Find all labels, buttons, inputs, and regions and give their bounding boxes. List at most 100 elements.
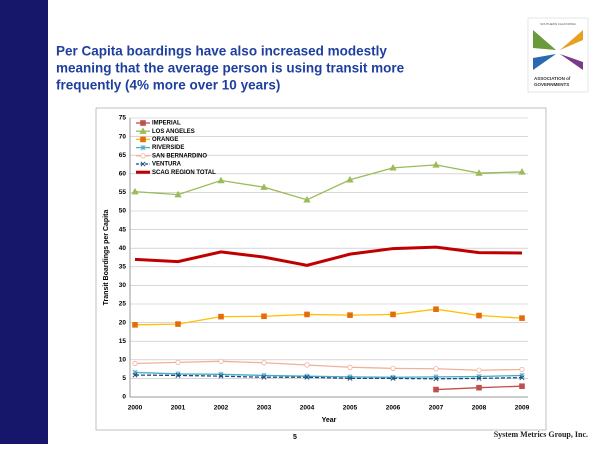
marker	[218, 373, 224, 379]
logo-frame	[527, 17, 589, 93]
title-line: Per Capita boardings have also increased…	[56, 44, 387, 59]
logo-shape	[533, 30, 556, 50]
y-tick-label: 0	[122, 394, 126, 401]
marker	[218, 313, 224, 320]
marker	[139, 127, 147, 134]
y-tick-label: 30	[119, 282, 127, 289]
y-tick-label: 5	[122, 375, 126, 382]
legend-label: VENTURA	[152, 162, 182, 168]
marker	[304, 311, 310, 318]
title-line: meaning that the average person is using…	[56, 61, 405, 76]
title-line: frequently (4% more over 10 years)	[56, 78, 280, 93]
y-tick-label: 75	[119, 115, 127, 122]
marker	[140, 136, 146, 143]
y-axis-label: Transit Boardings per Capita	[103, 210, 110, 306]
marker	[303, 196, 311, 203]
y-tick-label: 50	[119, 208, 127, 215]
logo-text: ASSOCIATION of	[534, 76, 571, 81]
x-tick-label: 2000	[128, 405, 143, 412]
y-tick-label: 45	[119, 226, 127, 233]
marker	[433, 306, 439, 313]
x-tick-label: 2008	[472, 405, 487, 412]
page-number: 5	[293, 434, 297, 441]
line	[134, 164, 523, 201]
marker	[140, 120, 146, 126]
x-tick-label: 2002	[214, 405, 229, 412]
logo-shape	[560, 54, 583, 70]
series	[132, 358, 525, 373]
x-tick-label: 2001	[171, 405, 186, 412]
line	[134, 360, 523, 371]
legend-label: ORANGE	[152, 137, 178, 143]
marker	[519, 375, 525, 381]
logo-text: GOVERNMENTS	[534, 82, 569, 87]
logo-text: SOUTHERN CALIFORNIA	[540, 22, 576, 26]
y-tick-label: 20	[119, 319, 127, 326]
logo-shape	[560, 30, 583, 50]
x-axis-label: Year	[322, 417, 337, 424]
line	[134, 245, 523, 267]
legend-label: SCAG REGION TOTAL	[152, 170, 216, 176]
y-tick-label: 10	[119, 357, 127, 364]
side-bar	[0, 0, 48, 444]
y-tick-label: 15	[119, 338, 127, 345]
series	[132, 372, 525, 382]
line	[134, 374, 523, 380]
x-tick-label: 2007	[429, 405, 444, 412]
marker	[132, 372, 138, 378]
marker	[476, 384, 482, 391]
marker	[519, 315, 525, 321]
logo: SOUTHERN CALIFORNIA ASSOCIATION of GOVER…	[527, 17, 589, 93]
y-tick-label: 70	[119, 133, 127, 140]
marker	[389, 164, 397, 171]
footer: System Metrics Group, Inc.	[494, 430, 588, 439]
marker	[175, 372, 181, 378]
marker	[519, 366, 525, 373]
marker	[390, 365, 396, 371]
marker	[132, 322, 138, 328]
marker	[304, 374, 310, 380]
legend-label: RIVERSIDE	[152, 145, 184, 151]
marker	[433, 366, 439, 372]
marker	[433, 376, 439, 382]
y-tick-label: 35	[119, 264, 127, 271]
y-tick-label: 55	[119, 189, 127, 196]
legend-label: SAN BERNARDINO	[152, 153, 207, 159]
marker	[304, 362, 310, 368]
marker	[175, 321, 181, 327]
marker	[390, 311, 396, 318]
y-tick-label: 40	[119, 245, 127, 252]
marker	[140, 153, 146, 159]
series	[131, 161, 526, 203]
legend-label: IMPERIAL	[152, 121, 181, 127]
marker	[140, 161, 146, 167]
y-tick-label: 60	[119, 171, 127, 178]
legend-label: LOS ANGELES	[152, 129, 195, 135]
marker	[261, 374, 267, 380]
line	[134, 371, 523, 378]
x-tick-label: 2006	[386, 405, 401, 412]
marker	[390, 375, 396, 381]
marker	[476, 375, 482, 381]
marker	[260, 183, 268, 190]
marker	[131, 187, 139, 195]
marker	[261, 313, 267, 320]
marker	[217, 176, 225, 184]
series	[134, 245, 523, 267]
x-tick-label: 2004	[300, 405, 315, 412]
marker	[476, 312, 482, 319]
marker	[475, 169, 483, 176]
marker	[174, 190, 182, 198]
marker	[132, 360, 138, 367]
marker	[519, 383, 525, 390]
marker	[347, 375, 353, 381]
marker	[433, 386, 439, 393]
marker	[432, 161, 440, 168]
y-tick-label: 65	[119, 152, 127, 159]
x-tick-label: 2009	[515, 405, 530, 412]
series	[132, 369, 525, 380]
line	[134, 308, 523, 326]
marker	[175, 359, 181, 366]
series	[132, 306, 525, 328]
